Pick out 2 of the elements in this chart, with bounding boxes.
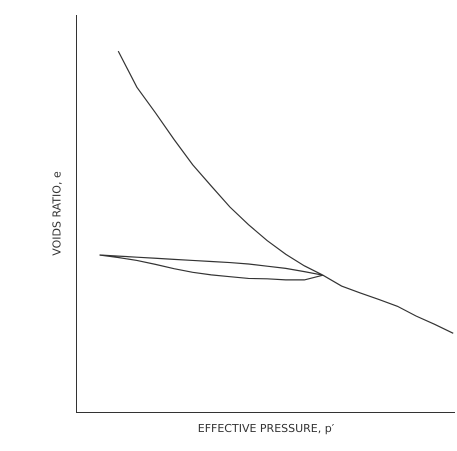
x-axis-title: EFFECTIVE PRESSURE, p′ bbox=[198, 422, 335, 436]
y-axis-title: VOIDS RATIO, e bbox=[50, 171, 64, 256]
